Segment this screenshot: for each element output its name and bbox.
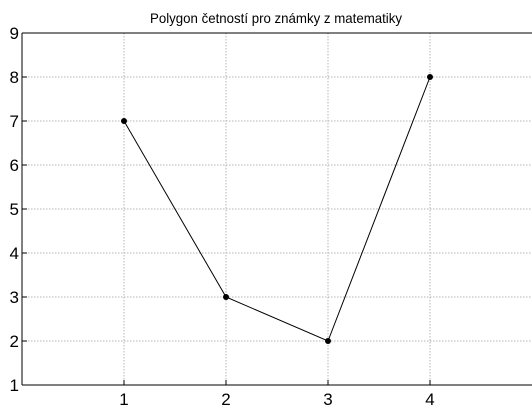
x-tick-labels: 1 2 3 4	[119, 390, 434, 408]
axes	[21, 32, 532, 386]
x-tick-label: 4	[425, 390, 434, 408]
data-point	[121, 118, 127, 124]
y-tick-label: 6	[10, 156, 19, 175]
y-tick-label: 7	[10, 112, 19, 131]
y-tick-label: 2	[10, 332, 19, 351]
data-point	[427, 74, 433, 80]
x-tick-label: 3	[323, 390, 332, 408]
data-point	[325, 338, 331, 344]
x-tick-label: 1	[119, 390, 128, 408]
y-tick-label: 9	[10, 24, 19, 43]
series-group	[121, 74, 433, 344]
y-tick-label: 5	[10, 200, 19, 219]
y-tick-label: 3	[10, 288, 19, 307]
chart-title: Polygon četností pro známky z matematiky	[150, 10, 402, 26]
y-tick-label: 4	[10, 244, 19, 263]
data-point	[223, 294, 229, 300]
series-line	[123, 76, 431, 342]
x-tick-label: 2	[221, 390, 230, 408]
y-tick-label: 1	[10, 376, 19, 395]
y-tick-label: 8	[10, 68, 19, 87]
y-tick-labels: 1 2 3 4 5 6 7 8 9	[10, 24, 19, 395]
